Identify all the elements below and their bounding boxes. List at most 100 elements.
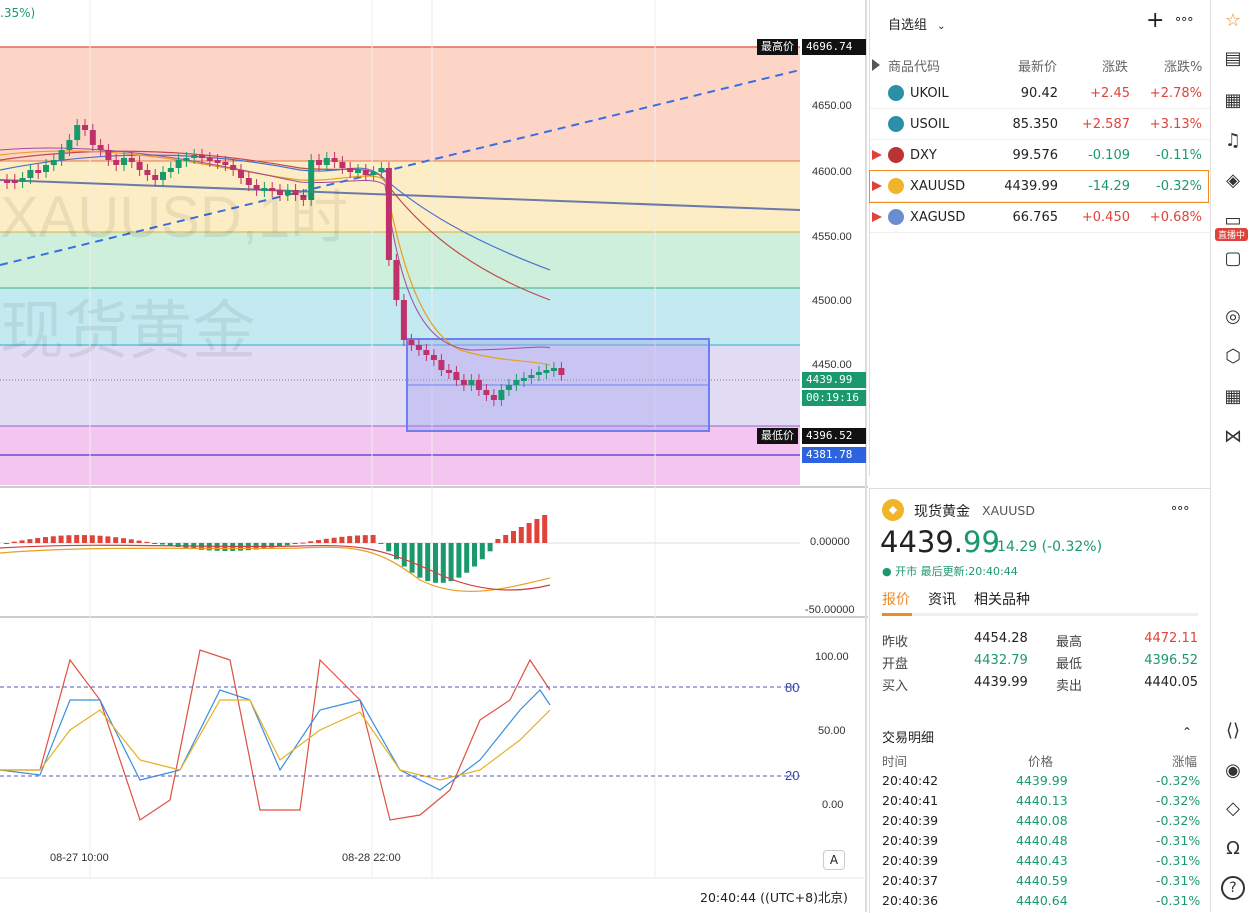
watchlist-row-ukoil[interactable]: UKOIL 90.42 +2.45 +2.78% bbox=[870, 78, 1210, 109]
chart-canvas[interactable] bbox=[0, 0, 868, 912]
macd-bar bbox=[4, 543, 9, 544]
quote-value: 4432.79 bbox=[974, 653, 1028, 668]
trade-pct: -0.31% bbox=[1156, 893, 1201, 908]
symbol-icon bbox=[888, 209, 904, 225]
gold-icon: ◆ bbox=[882, 499, 904, 521]
more-options-button[interactable]: ∘∘∘ bbox=[1174, 12, 1194, 27]
low-value: 4396.52 bbox=[802, 428, 866, 444]
candle bbox=[144, 170, 151, 175]
candle bbox=[284, 190, 291, 195]
calendar-icon[interactable]: ▦ bbox=[1224, 89, 1242, 111]
add-symbol-button[interactable]: + bbox=[1146, 8, 1165, 33]
macd-bar bbox=[113, 537, 119, 543]
watermark-name: 现货黄金 bbox=[0, 295, 256, 369]
macd-bar bbox=[82, 535, 87, 543]
code-icon[interactable]: ⟨⟩ bbox=[1225, 719, 1241, 741]
col-change[interactable]: 涨跌 bbox=[1102, 60, 1129, 75]
price-tick: 4450.00 bbox=[812, 359, 852, 371]
watchlist-row-usoil[interactable]: USOIL 85.350 +2.587 +3.13% bbox=[870, 109, 1210, 140]
eye-icon[interactable]: ◉ bbox=[1225, 759, 1241, 781]
layers-icon[interactable]: ◈ bbox=[1226, 169, 1240, 191]
trade-price: 4440.48 bbox=[1016, 833, 1068, 848]
network-icon[interactable]: ⋈ bbox=[1224, 425, 1242, 447]
tab-news[interactable]: 资讯 bbox=[928, 592, 956, 608]
macd-bar bbox=[425, 543, 431, 582]
macd-bar bbox=[214, 543, 220, 551]
collapse-icon[interactable]: ⌃ bbox=[1182, 725, 1193, 739]
headset-icon[interactable]: Ω bbox=[1226, 837, 1240, 859]
tab-quote[interactable]: 报价 bbox=[882, 592, 910, 608]
candle bbox=[308, 160, 315, 200]
candle bbox=[292, 190, 299, 195]
macd-bar bbox=[167, 543, 173, 546]
candle bbox=[152, 175, 159, 180]
macd-tick: -50.00000 bbox=[805, 604, 855, 616]
candle bbox=[74, 125, 81, 140]
video-icon[interactable]: ▭ bbox=[1224, 209, 1242, 231]
ma-line bbox=[0, 154, 551, 271]
macd-bar bbox=[89, 535, 95, 543]
macd-bar bbox=[105, 536, 111, 543]
symbol-icon bbox=[888, 85, 904, 101]
ma-line bbox=[0, 147, 551, 351]
cube-icon[interactable]: ⬡ bbox=[1225, 345, 1241, 367]
watchlist-row-dxy[interactable]: DXY 99.576 -0.109 -0.11% bbox=[870, 140, 1210, 171]
macd-bar bbox=[269, 543, 275, 548]
macd-bar bbox=[66, 535, 72, 543]
macd-tick: 0.00000 bbox=[810, 536, 850, 548]
candle bbox=[4, 180, 10, 183]
tab-related[interactable]: 相关品种 bbox=[974, 592, 1030, 608]
candle bbox=[19, 178, 26, 182]
detail-price: 4439.99 bbox=[880, 525, 1000, 559]
stoch-level: 80 bbox=[785, 680, 800, 695]
high-value: 4696.74 bbox=[802, 39, 866, 55]
macd-bar bbox=[144, 541, 150, 543]
macd-bar bbox=[316, 540, 321, 543]
macd-bar bbox=[472, 543, 477, 567]
candle bbox=[50, 160, 57, 165]
stoch-tick: 50.00 bbox=[818, 725, 846, 737]
candle bbox=[475, 380, 482, 390]
quote-value: 4472.11 bbox=[1144, 631, 1198, 646]
trades-col-time: 时间 bbox=[882, 754, 908, 769]
macd-bar bbox=[27, 539, 33, 543]
quote-label: 昨收 bbox=[882, 635, 909, 650]
trade-pct: -0.31% bbox=[1156, 833, 1201, 848]
symbol-code: UKOIL bbox=[910, 86, 949, 101]
watchlist-group-selector[interactable]: 自选组 ⌄ bbox=[888, 14, 946, 33]
trades-header: 时间 价格 涨幅 bbox=[882, 751, 1198, 771]
help-icon[interactable]: ? bbox=[1221, 876, 1245, 900]
watchlist-row-xagusd[interactable]: XAGUSD 66.765 +0.450 +0.68% bbox=[870, 202, 1210, 233]
col-change-pct[interactable]: 涨跌% bbox=[1164, 60, 1203, 75]
fib-band-4 bbox=[0, 288, 800, 345]
macd-bar bbox=[152, 543, 158, 544]
auto-scale-button[interactable]: A bbox=[823, 850, 845, 870]
col-symbol[interactable]: 商品代码 bbox=[888, 60, 941, 75]
symbol-change: +0.450 bbox=[1081, 210, 1130, 225]
watchlist-icon[interactable]: ☆ bbox=[1224, 9, 1242, 31]
quote-value: 4454.28 bbox=[974, 631, 1028, 646]
candle bbox=[160, 172, 166, 180]
bell-icon[interactable]: ♫ bbox=[1224, 129, 1242, 151]
macd-bar bbox=[284, 543, 290, 546]
watchlist-row-xauusd[interactable]: XAUUSD 4439.99 -14.29 -0.32% bbox=[869, 170, 1209, 203]
trade-pct: -0.31% bbox=[1156, 873, 1201, 888]
grid-icon[interactable]: ▦ bbox=[1224, 385, 1242, 407]
trade-price: 4439.99 bbox=[1016, 773, 1068, 788]
candle bbox=[27, 170, 34, 178]
candle bbox=[550, 368, 557, 371]
col-price[interactable]: 最新价 bbox=[1018, 60, 1058, 75]
chat-icon[interactable]: ▢ bbox=[1224, 247, 1242, 269]
chart-area[interactable]: .35%) XAUUSD,1时 现货黄金 4650.00 4600.00 455… bbox=[0, 0, 868, 912]
detail-more-button[interactable]: ∘∘∘ bbox=[1170, 501, 1190, 516]
time-tick: 08-27 10:00 bbox=[50, 852, 109, 864]
diamond-icon[interactable]: ◇ bbox=[1226, 797, 1240, 819]
document-icon[interactable]: ▤ bbox=[1224, 47, 1242, 69]
symbol-change: -14.29 bbox=[1088, 179, 1130, 194]
right-toolbar: ☆ ▤ ▦ ♫ ◈ ▭ 直播中 ▢ ◎ ⬡ ▦ ⋈ ⟨⟩ ◉ ◇ Ω ? bbox=[1210, 0, 1254, 912]
stoch-k-line bbox=[0, 649, 551, 821]
candle bbox=[498, 390, 505, 400]
target-icon[interactable]: ◎ bbox=[1225, 305, 1241, 327]
symbol-price: 85.350 bbox=[1012, 117, 1059, 132]
clock-timezone[interactable]: 20:40:44 ((UTC+8)北京) bbox=[700, 890, 848, 905]
